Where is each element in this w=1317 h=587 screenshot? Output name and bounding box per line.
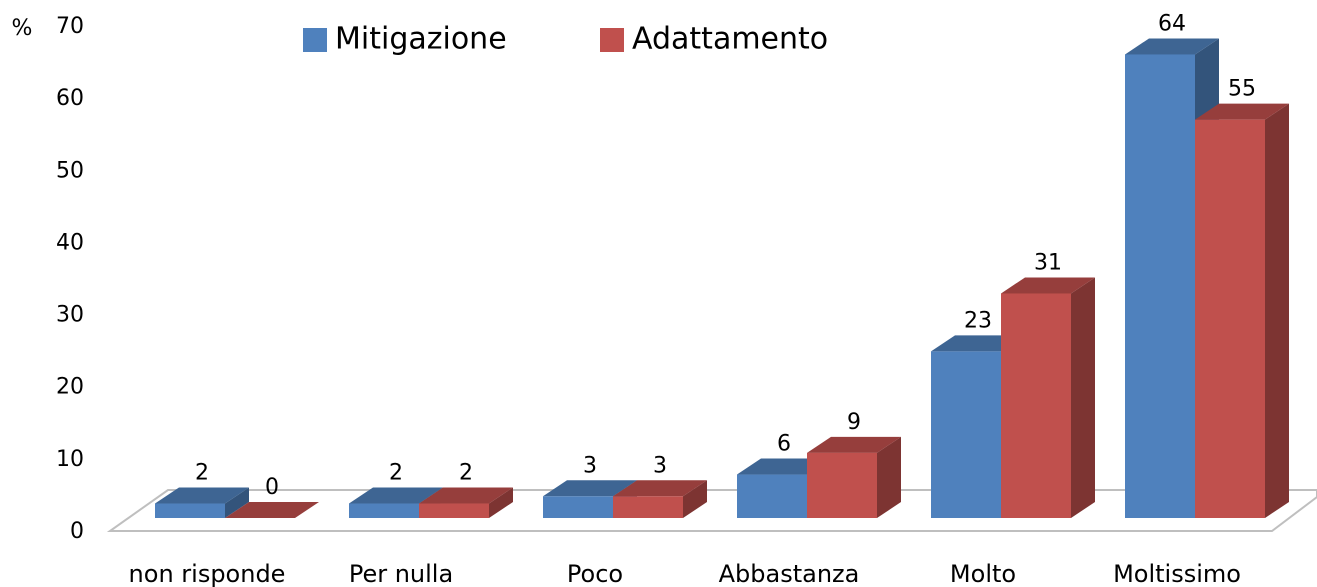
bar-front — [737, 474, 807, 518]
x-tick-label: Per nulla — [349, 560, 453, 587]
bar-side — [1071, 277, 1095, 518]
y-tick-label: 30 — [56, 303, 84, 328]
bar — [1001, 277, 1095, 518]
bar — [419, 487, 513, 518]
bar-front — [1001, 293, 1071, 518]
y-tick-label: 40 — [56, 230, 84, 255]
bar-side — [489, 487, 513, 518]
value-label: 3 — [583, 453, 597, 478]
bar-top — [807, 436, 901, 453]
bar-side — [877, 436, 901, 518]
bar-top — [419, 487, 513, 504]
bar-side — [1265, 103, 1289, 519]
value-label: 2 — [459, 461, 473, 486]
bar-side — [683, 480, 707, 518]
value-label: 9 — [847, 410, 861, 435]
bar-top — [613, 480, 707, 497]
value-label: 23 — [964, 308, 992, 333]
bar-front — [1195, 119, 1265, 519]
bar-front — [1125, 54, 1195, 518]
value-label: 55 — [1228, 77, 1256, 102]
x-tick-label: Abbastanza — [719, 560, 860, 587]
x-tick-label: Moltissimo — [1113, 560, 1241, 587]
bar — [225, 502, 319, 518]
bar-front — [155, 503, 225, 518]
bar-side — [225, 487, 249, 518]
bar-top — [1195, 103, 1289, 120]
bar-front — [931, 351, 1001, 518]
value-label: 31 — [1034, 250, 1062, 275]
legend-swatch — [600, 28, 624, 52]
y-tick-label: 60 — [56, 86, 84, 111]
bar-top — [543, 480, 637, 497]
bar — [807, 436, 901, 518]
y-tick-label: 10 — [56, 447, 84, 472]
value-label: 2 — [389, 461, 403, 486]
bar-front — [807, 452, 877, 518]
value-label: 3 — [653, 453, 667, 478]
value-label: 6 — [777, 432, 791, 457]
value-label: 64 — [1158, 11, 1186, 36]
y-tick-label: 0 — [70, 519, 84, 544]
bar — [1195, 103, 1289, 519]
legend-label: Mitigazione — [335, 22, 507, 57]
y-tick-label: 50 — [56, 158, 84, 183]
x-tick-label: Molto — [950, 560, 1016, 587]
bar-front — [349, 503, 419, 518]
bar-top — [155, 487, 249, 504]
y-axis-label: % — [12, 16, 33, 41]
value-label: 0 — [265, 475, 279, 500]
bar-top — [349, 487, 443, 504]
bar-front — [543, 496, 613, 518]
y-tick-label: 70 — [56, 14, 84, 39]
bar — [613, 480, 707, 518]
bar — [155, 487, 249, 518]
x-tick-label: Poco — [567, 560, 623, 587]
legend-label: Adattamento — [632, 22, 828, 57]
value-label: 2 — [195, 461, 209, 486]
bar-top — [1001, 277, 1095, 294]
legend-swatch — [303, 28, 327, 52]
x-tick-label: non risponde — [129, 560, 286, 587]
y-tick-label: 20 — [56, 375, 84, 400]
bar-front — [613, 496, 683, 518]
bar-front — [419, 503, 489, 518]
bar-top — [1125, 38, 1219, 55]
bar-top — [225, 502, 319, 518]
